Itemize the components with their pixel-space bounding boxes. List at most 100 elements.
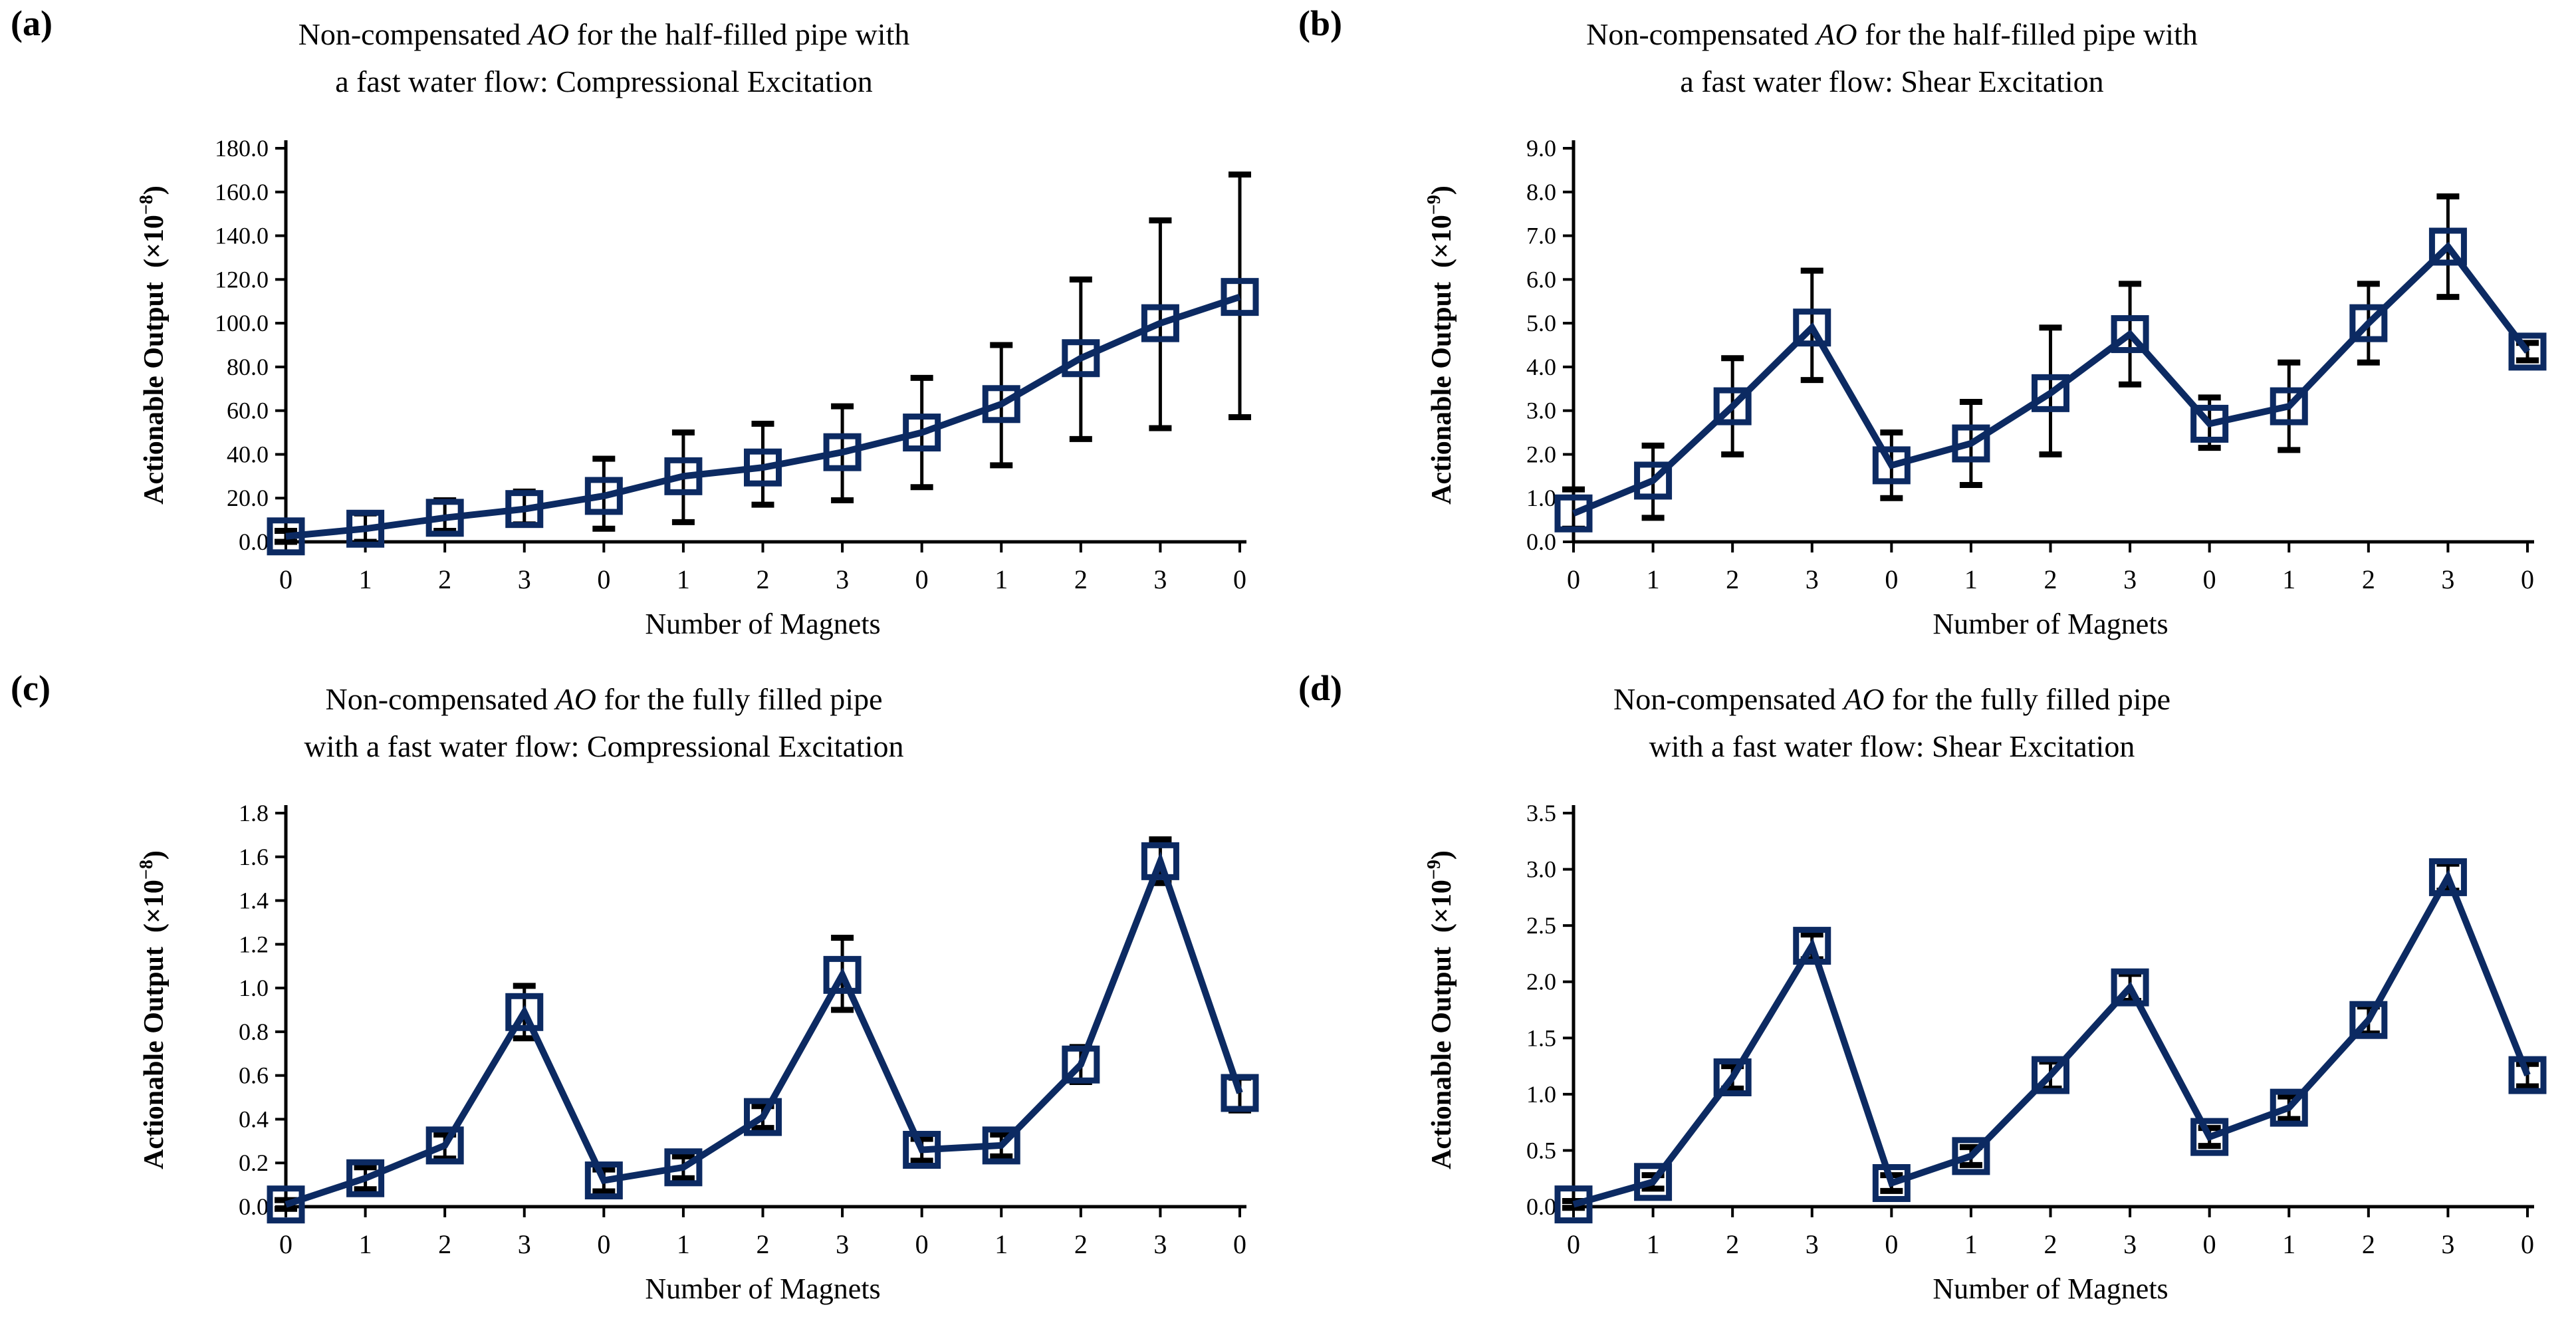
line-chart-c: 0.0 0.2 0.4 0.6 0.8 1.0 1.2 1.4 1.6 1.8 0 1 2 3 0 1 2 3 0 1… [136, 800, 1259, 1305]
y-tick-label: 0.5 [1526, 1137, 1556, 1163]
x-tick-label: 0 [1567, 1229, 1580, 1259]
data-point-marker [1872, 446, 1911, 485]
x-tick-label: 1 [995, 1229, 1008, 1259]
y-tick-label: 1.2 [239, 931, 269, 957]
data-point-marker [1062, 339, 1100, 378]
title-ao-italic: AO [555, 682, 596, 716]
x-tick-label: 2 [2362, 1229, 2375, 1259]
x-tick-label: 0 [279, 564, 293, 594]
y-tick-label: 0.0 [1526, 1193, 1556, 1220]
x-axis-title: Number of Magnets [645, 1272, 880, 1305]
title-text: Non-compensated [1613, 682, 1844, 716]
panel-b: (b) Non-compensated AO for the half-fill… [1288, 0, 2576, 665]
data-point-marker [2190, 1118, 2229, 1156]
x-tick-label: 0 [1885, 1229, 1898, 1259]
y-tick-label: 0.0 [239, 1193, 269, 1220]
y-tick-label: 1.6 [239, 844, 269, 870]
y-tick-label: 1.8 [239, 800, 269, 826]
x-axis-title: Number of Magnets [1932, 608, 2168, 640]
x-tick-label: 1 [1647, 564, 1660, 594]
y-tick-label: 2.0 [1526, 969, 1556, 995]
data-point-marker [2508, 332, 2547, 371]
title-text: for the half-filled pipe with [569, 17, 910, 51]
x-tick-label: 1 [2282, 564, 2295, 594]
x-tick-label: 3 [836, 564, 849, 594]
y-tick-label: 160.0 [215, 179, 269, 205]
y-tick-label: 0.0 [1526, 529, 1556, 555]
data-point-marker [1634, 1163, 1673, 1201]
data-point-marker [903, 1130, 941, 1169]
y-axis-title: Actionable Output (×10−9) [1424, 185, 1457, 505]
data-point-marker [1062, 1045, 1100, 1084]
data-point-marker [1952, 1137, 1990, 1175]
x-tick-label: 0 [915, 564, 929, 594]
y-tick-label: 20.0 [227, 485, 269, 511]
data-point-marker [505, 490, 544, 529]
data-point-marker [2508, 1056, 2547, 1094]
data-point-marker [1554, 494, 1593, 533]
data-point-marker [584, 477, 623, 515]
panel-c: (c) Non-compensated AO for the fully fil… [0, 665, 1288, 1329]
data-point-marker [1221, 1074, 1259, 1112]
line-chart-b: 0.0 1.0 2.0 3.0 4.0 5.0 6.0 7.0 8.0 9.0 0 1 2 3 0 1 2 3 0 1… [1424, 135, 2547, 640]
y-tick-label: 80.0 [227, 354, 269, 380]
x-tick-label: 1 [677, 564, 690, 594]
title-line2: a fast water flow: Shear Excitation [1680, 64, 2104, 99]
y-axis-title: Actionable Output (×10−8) [136, 850, 170, 1169]
panel-d-label: (d) [1298, 668, 1342, 708]
x-tick-label: 1 [359, 564, 372, 594]
y-tick-label: 4.0 [1526, 354, 1556, 380]
title-text: for the half-filled pipe with [1857, 17, 2198, 51]
title-line2: a fast water flow: Compressional Excitat… [335, 64, 873, 99]
y-tick-label: 1.0 [1526, 1081, 1556, 1108]
panel-b-label: (b) [1298, 3, 1342, 43]
y-tick-label: 100.0 [215, 310, 269, 336]
line-chart-d: 0.0 0.5 1.0 1.5 2.0 2.5 3.0 3.5 0 1 2 3 0 1 2 3 0 1 2 3 0 Num… [1424, 800, 2547, 1305]
x-tick-label: 3 [836, 1229, 849, 1259]
y-tick-label: 140.0 [215, 223, 269, 249]
data-point-marker [1554, 1185, 1593, 1224]
panel-a: (a) Non-compensated AO for the half-fill… [0, 0, 1288, 665]
title-text: Non-compensated [325, 682, 556, 716]
x-tick-label: 1 [359, 1229, 372, 1259]
x-tick-label: 2 [757, 1229, 770, 1259]
x-tick-label: 3 [1806, 1229, 1819, 1259]
series-line [285, 293, 1241, 540]
data-point-marker [2349, 1001, 2388, 1039]
x-tick-label: 2 [2044, 564, 2057, 594]
x-tick-label: 1 [1964, 1229, 1978, 1259]
x-tick-label: 2 [438, 564, 451, 594]
x-axis-title: Number of Magnets [1932, 1272, 2168, 1305]
title-line2: with a fast water flow: Compressional Ex… [304, 729, 904, 764]
data-point-marker [903, 414, 941, 452]
x-tick-label: 0 [2203, 564, 2216, 594]
data-point-marker [982, 385, 1020, 423]
x-tick-label: 2 [757, 564, 770, 594]
title-ao-italic: AO [1816, 17, 1857, 51]
x-axis-title: Number of Magnets [645, 608, 880, 640]
x-tick-label: 2 [2362, 564, 2375, 594]
chart-b-wrap: 0.0 1.0 2.0 3.0 4.0 5.0 6.0 7.0 8.0 9.0 0 1 2 3 0 1 2 3 0 1… [1354, 120, 2551, 652]
data-point-marker [2270, 387, 2308, 425]
y-tick-label: 3.5 [1526, 800, 1556, 826]
y-tick-label: 1.5 [1526, 1025, 1556, 1051]
data-point-marker [1713, 387, 1752, 425]
data-point-marker [982, 1126, 1020, 1165]
x-tick-label: 1 [1647, 1229, 1660, 1259]
data-point-marker [664, 457, 703, 495]
data-point-marker [346, 1159, 385, 1197]
data-point-marker [744, 448, 782, 487]
x-tick-label: 3 [518, 1229, 531, 1259]
y-tick-label: 8.0 [1526, 179, 1556, 205]
x-tick-label: 0 [597, 564, 610, 594]
x-tick-label: 2 [1726, 564, 1739, 594]
y-tick-label: 2.0 [1526, 441, 1556, 467]
y-tick-label: 2.5 [1526, 912, 1556, 939]
data-point-marker [2032, 374, 2069, 412]
y-axis-title: Actionable Output (×10−9) [1424, 850, 1457, 1169]
data-point-marker [2428, 858, 2467, 896]
title-ao-italic: AO [1843, 682, 1885, 716]
data-point-marker [823, 433, 862, 471]
y-tick-label: 1.0 [239, 975, 269, 1001]
